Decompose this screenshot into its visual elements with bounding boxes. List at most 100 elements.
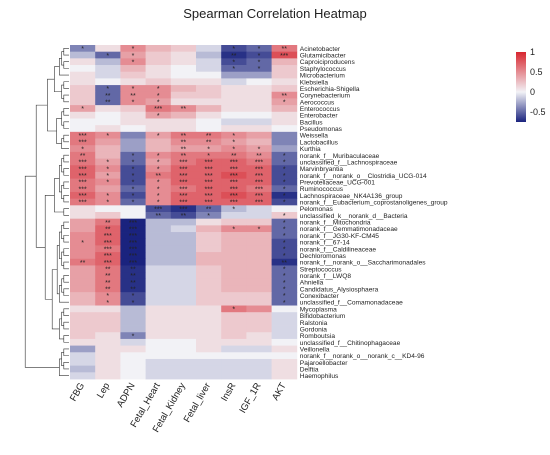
- heatmap-cell: [120, 111, 146, 119]
- heatmap-cell: [271, 292, 298, 300]
- row-labels: AcinetobacterGlutamicibacterCaproiciprod…: [300, 46, 448, 380]
- significance-mark: **: [281, 260, 287, 267]
- row-label: norank_f__Muribaculaceae: [300, 153, 380, 160]
- significance-mark: *: [232, 226, 235, 233]
- significance-mark: *: [157, 133, 160, 140]
- heatmap-cell: [170, 332, 197, 340]
- heatmap-cell: [246, 292, 272, 300]
- heatmap-cell: [271, 118, 298, 126]
- heatmap-cell: [246, 198, 272, 206]
- heatmap-cell: [271, 325, 298, 333]
- significance-mark: ***: [129, 240, 137, 247]
- heatmap-cell: [246, 305, 272, 313]
- heatmap-cell: [70, 91, 96, 99]
- heatmap-cell: [271, 332, 298, 340]
- row-label: unclassified_f__Chitinophagaceae: [300, 340, 401, 347]
- heatmap-cell: [196, 151, 222, 159]
- row-label: Enterobacter: [300, 113, 339, 120]
- heatmap-cell: [170, 118, 197, 126]
- heatmap-cell: [246, 332, 272, 340]
- significance-mark: **: [181, 140, 187, 147]
- heatmap-cell: [196, 158, 222, 166]
- heatmap-cell: [196, 78, 222, 86]
- heatmap-cell: [70, 272, 96, 280]
- heatmap-cell: [95, 185, 121, 193]
- heatmap-cell: [246, 105, 272, 113]
- heatmap-cell: [221, 145, 247, 153]
- heatmap-cell: [120, 245, 146, 253]
- heatmap-cell: [170, 91, 197, 99]
- dendrogram-branch: [63, 288, 69, 296]
- heatmap-cell: [145, 305, 172, 313]
- significance-mark: ***: [230, 166, 238, 173]
- dendrogram-branch: [61, 84, 64, 99]
- heatmap-cell: [271, 145, 298, 153]
- significance-mark: *: [81, 106, 84, 113]
- significance-mark: *: [106, 193, 109, 200]
- row-label: norank_f__LWQ8: [300, 273, 352, 280]
- heatmap-cell: [145, 65, 172, 73]
- heatmap-cell: [221, 165, 247, 173]
- heatmap-cell: [246, 285, 272, 293]
- heatmap-cell: [196, 191, 222, 200]
- heatmap-cell: [120, 305, 146, 313]
- heatmap-cell: [70, 151, 96, 159]
- heatmap-cell: [170, 338, 197, 346]
- significance-mark: *: [258, 66, 261, 73]
- significance-mark: *: [132, 59, 135, 66]
- significance-mark: ***: [205, 180, 213, 187]
- heatmap-cell: [170, 238, 197, 246]
- heatmap-cell: [196, 338, 222, 346]
- heatmap-cell: [70, 212, 96, 220]
- dendrogram-branch: [61, 138, 69, 149]
- heatmap-cell: [120, 232, 146, 240]
- significance-mark: *: [157, 86, 160, 93]
- heatmap-cell: [95, 298, 121, 306]
- significance-mark: *: [232, 206, 235, 213]
- row-label: Ruminococcus: [300, 186, 344, 193]
- heatmap-cell: [70, 245, 96, 253]
- heatmap-cell: [196, 51, 222, 59]
- heatmap-cell: [196, 105, 222, 113]
- heatmap-cell: [246, 232, 272, 240]
- heatmap-cell: [271, 305, 298, 313]
- heatmap-cell: [246, 78, 272, 86]
- heatmap-cell: [221, 245, 247, 253]
- heatmap-cell: [271, 58, 298, 66]
- heatmap-cell: [70, 45, 96, 53]
- heatmap-cell: [120, 278, 146, 286]
- heatmap-cell: [145, 285, 172, 293]
- heatmap-cell: [120, 258, 146, 266]
- heatmap-cell: [120, 352, 146, 360]
- significance-mark: **: [130, 287, 136, 294]
- heatmap-cell: [246, 185, 272, 193]
- significance-mark: *: [283, 213, 286, 220]
- heatmap-cell: [70, 225, 96, 233]
- column-label: ADPN: [115, 381, 138, 409]
- significance-mark: *: [232, 140, 235, 147]
- dendrogram-branch: [63, 48, 69, 56]
- heatmap-cell: [95, 91, 121, 99]
- heatmap-cell: [196, 325, 222, 333]
- heatmap-cell: [246, 111, 272, 119]
- row-label: norank_f__norank_o__Clostridia_UCG-014: [300, 173, 427, 180]
- row-label: Acinetobacter: [300, 46, 341, 53]
- heatmap-cell: [196, 272, 222, 280]
- heatmap-cell: [196, 98, 222, 106]
- heatmap-cell: [196, 312, 222, 320]
- heatmap-cell: [145, 278, 172, 286]
- heatmap-cell: [145, 178, 172, 186]
- heatmap-cell: [120, 218, 146, 226]
- heatmap-cell: [271, 238, 298, 246]
- significance-mark: ***: [79, 133, 87, 140]
- heatmap-cell: [271, 318, 298, 326]
- heatmap-cell: [70, 178, 96, 186]
- dendrogram-branch: [61, 158, 64, 173]
- heatmap-cell: [95, 365, 121, 373]
- significance-mark: ***: [230, 186, 238, 193]
- heatmap-cell: [70, 51, 96, 59]
- heatmap-cell: [221, 258, 247, 266]
- heatmap-cell: [145, 85, 172, 93]
- heatmap-cell: [70, 372, 96, 380]
- heatmap-cell: [120, 171, 146, 179]
